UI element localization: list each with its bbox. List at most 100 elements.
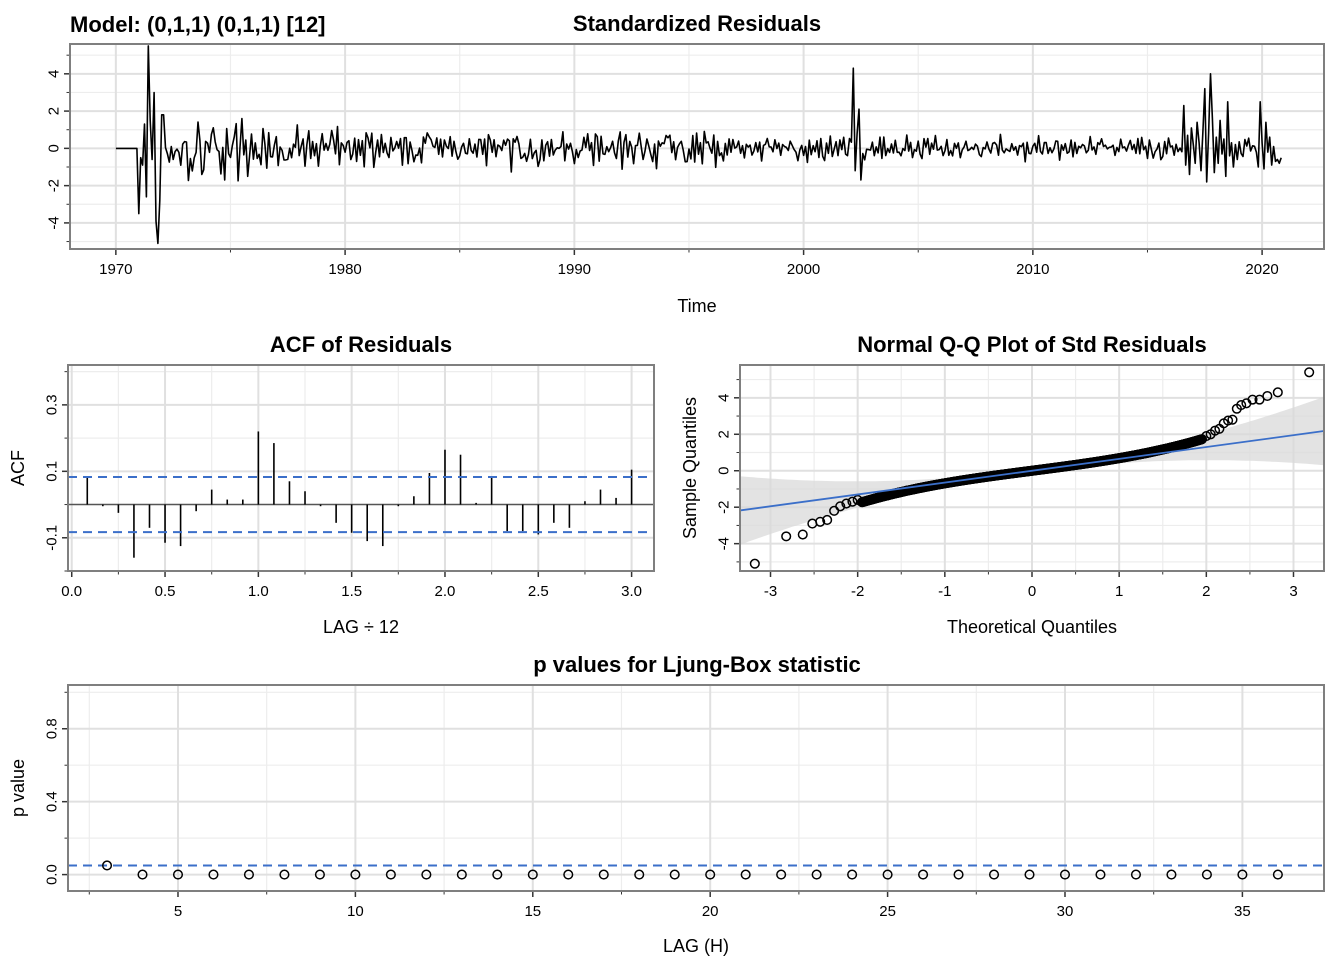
y-tick-label: 4 (716, 394, 733, 402)
x-tick-label: 2.5 (528, 583, 549, 600)
x-tick-label: 1980 (328, 261, 361, 278)
x-tick-label: 15 (524, 903, 541, 920)
p-value-point (1130, 869, 1142, 880)
x-tick-label: 3.0 (621, 583, 642, 600)
x-tick-label: 0.5 (155, 583, 176, 600)
x-tick-label: 3 (1289, 583, 1297, 600)
y-tick-label: 0.3 (44, 394, 61, 415)
y-tick-label: -4 (46, 216, 63, 229)
acf-panel: ACF of Residuals LAG ÷ 12 ACF 0.0 0.5 1.0 1.5 2… (8, 332, 655, 637)
y-tick-label: -2 (46, 179, 63, 192)
x-tick-label: 0.0 (61, 583, 82, 600)
p-value-point (705, 869, 716, 880)
qq-point (1236, 400, 1247, 411)
qq-point (822, 514, 833, 526)
plot-frame (67, 364, 655, 572)
p-value-point (1237, 869, 1248, 880)
p-value-point (953, 869, 964, 880)
qq-point (1262, 390, 1273, 402)
model-label: Model: (0,1,1) (0,1,1) [12] (70, 12, 326, 37)
y-tick-label: -4 (716, 537, 733, 550)
x-tick-label: 5 (174, 903, 182, 920)
x-tick-label: 25 (879, 903, 896, 920)
x-axis-label: LAG (H) (663, 936, 729, 956)
p-value-point (456, 869, 467, 880)
p-value-point (385, 869, 396, 880)
plot-frame (67, 684, 1325, 892)
p-value-point (882, 869, 893, 880)
qq-point (847, 496, 858, 507)
y-tick-label: 0.1 (44, 461, 61, 482)
chart-title: Standardized Residuals (573, 11, 821, 36)
qq-point (1304, 367, 1315, 378)
qq-point (1227, 414, 1238, 425)
p-value-point (811, 869, 822, 880)
qq-point (749, 558, 760, 569)
p-value-point (527, 869, 538, 880)
residual-series-line (115, 45, 1282, 245)
p-value-point (279, 869, 290, 880)
y-tick-label: 2 (716, 430, 733, 438)
x-tick-label: 1 (1115, 583, 1123, 600)
p-value-point (918, 869, 929, 880)
y-tick-label: 2 (46, 107, 63, 115)
y-tick-label: -2 (716, 501, 733, 514)
p-value-point (563, 869, 574, 880)
chart-title: Normal Q-Q Plot of Std Residuals (857, 332, 1207, 357)
y-tick-label: -0.1 (44, 525, 61, 551)
x-tick-label: 1.0 (248, 583, 269, 600)
y-axis-label: p value (8, 759, 28, 817)
p-value-point (1024, 869, 1035, 880)
chart-title: p values for Ljung-Box statistic (533, 652, 861, 677)
p-value-point (243, 869, 254, 880)
p-value-point (776, 869, 787, 880)
plot-frame (739, 364, 1325, 572)
x-tick-label: -3 (764, 583, 777, 600)
y-tick-label: 0 (46, 144, 63, 152)
x-tick-label: 0 (1028, 583, 1036, 600)
ljung-box-panel: p values for Ljung-Box statistic LAG (H) p… (8, 652, 1325, 956)
y-axis-label: ACF (8, 450, 28, 486)
qq-point (1272, 387, 1283, 398)
y-axis-label: Sample Quantiles (680, 397, 700, 539)
y-tick-label: 0.0 (44, 864, 61, 885)
p-value-point (740, 869, 751, 880)
x-tick-label: 35 (1234, 903, 1251, 920)
p-value-point (634, 869, 645, 880)
p-value-point (350, 869, 361, 880)
y-tick-label: 4 (46, 70, 63, 78)
p-value-point (847, 869, 858, 880)
x-tick-label: 2000 (787, 261, 820, 278)
x-tick-label: -2 (851, 583, 864, 600)
p-value-point (172, 869, 184, 880)
qq-point (815, 516, 826, 527)
qq-panel: Normal Q-Q Plot of Std Residuals Theoreti… (680, 332, 1325, 637)
qq-point (1223, 415, 1234, 426)
p-value-point (421, 869, 432, 880)
x-tick-label: 1.5 (341, 583, 362, 600)
qq-point (1247, 394, 1258, 405)
p-value-point (1059, 869, 1071, 880)
x-tick-label: 2010 (1016, 261, 1049, 278)
x-tick-label: -1 (938, 583, 951, 600)
x-axis-label: LAG ÷ 12 (323, 617, 399, 637)
qq-point (841, 498, 852, 509)
x-tick-label: 30 (1057, 903, 1074, 920)
x-tick-label: 2.0 (435, 583, 456, 600)
qq-point (1254, 394, 1265, 405)
x-axis-label: Time (677, 296, 716, 316)
p-value-point (314, 869, 325, 880)
qq-point (797, 529, 808, 540)
x-tick-label: 2020 (1245, 261, 1278, 278)
p-value-point (1095, 869, 1106, 880)
plot-frame (69, 43, 1325, 250)
p-value-point (208, 869, 219, 880)
x-axis-label: Theoretical Quantiles (947, 617, 1117, 637)
p-value-point (492, 869, 503, 880)
p-value-point (598, 869, 609, 880)
qq-point (781, 531, 792, 542)
x-tick-label: 2 (1202, 583, 1210, 600)
p-value-point (1201, 869, 1212, 880)
